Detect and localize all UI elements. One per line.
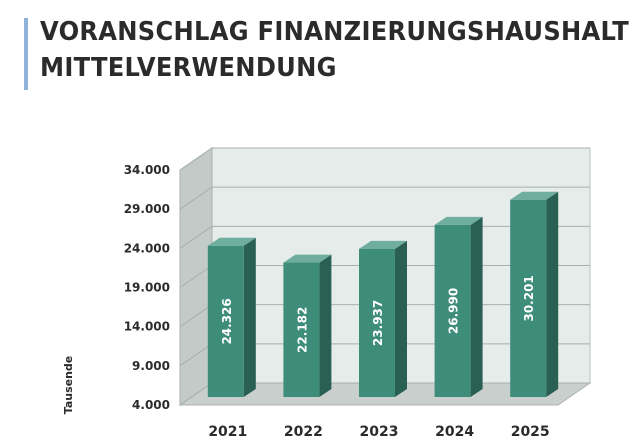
bar-value-label: 23.937 xyxy=(371,300,385,346)
bar-value-label: 26.990 xyxy=(447,288,461,334)
x-tick-label: 2025 xyxy=(511,424,550,440)
y-tick-label: 19.000 xyxy=(124,281,170,295)
gridline-side xyxy=(179,382,213,406)
x-tick-label: 2024 xyxy=(435,424,474,440)
x-tick-label: 2022 xyxy=(284,424,323,440)
gridline-side xyxy=(179,225,213,249)
bar xyxy=(510,199,547,397)
x-tick-label: 2023 xyxy=(360,424,399,440)
bar-2025: 30.201 xyxy=(510,191,559,397)
bar xyxy=(283,262,320,397)
bar-side xyxy=(546,191,559,397)
title-line-1: VORANSCHLAG FINANZIERUNGSHAUSHALT xyxy=(40,17,630,47)
gridline-side xyxy=(179,147,213,171)
bar-side xyxy=(319,254,332,397)
title-accent-bar xyxy=(24,18,28,90)
gridline-side xyxy=(179,343,213,367)
gridline-side xyxy=(179,186,213,210)
bar xyxy=(207,245,244,397)
bar-side xyxy=(243,237,256,397)
bar-side xyxy=(395,240,407,397)
bar-value-label: 22.182 xyxy=(295,307,309,353)
bar-top xyxy=(207,237,256,246)
bar-top xyxy=(359,240,407,249)
bar-value-label: 24.326 xyxy=(220,298,234,344)
bar xyxy=(434,224,471,397)
bar-value-label: 30.201 xyxy=(522,275,536,321)
y-tick-label: 9.000 xyxy=(132,359,170,373)
bar-2024: 26.990 xyxy=(434,216,483,397)
y-tick-label: 29.000 xyxy=(124,202,170,216)
bar-side xyxy=(470,216,483,397)
bar-top xyxy=(434,216,483,225)
title-line-2: MITTELVERWENDUNG xyxy=(40,53,337,83)
y-axis-label: Tausende xyxy=(62,356,75,415)
x-tick-label: 2021 xyxy=(208,424,247,440)
gridline-side xyxy=(179,265,213,288)
y-tick-label: 14.000 xyxy=(124,320,170,334)
y-tick-label: 34.000 xyxy=(124,163,170,177)
bar-2022: 22.182 xyxy=(283,254,332,397)
bar xyxy=(359,248,395,397)
y-tick-label: 4.000 xyxy=(132,398,170,412)
page-title: VORANSCHLAG FINANZIERUNGSHAUSHALT MITTEL… xyxy=(40,14,629,86)
bar-2023: 23.937 xyxy=(359,240,407,397)
y-tick-label: 24.000 xyxy=(124,241,170,255)
bar-top xyxy=(510,191,559,200)
gridline-side xyxy=(179,304,213,328)
bar-top xyxy=(283,254,332,263)
bar-2021: 24.326 xyxy=(207,237,256,397)
